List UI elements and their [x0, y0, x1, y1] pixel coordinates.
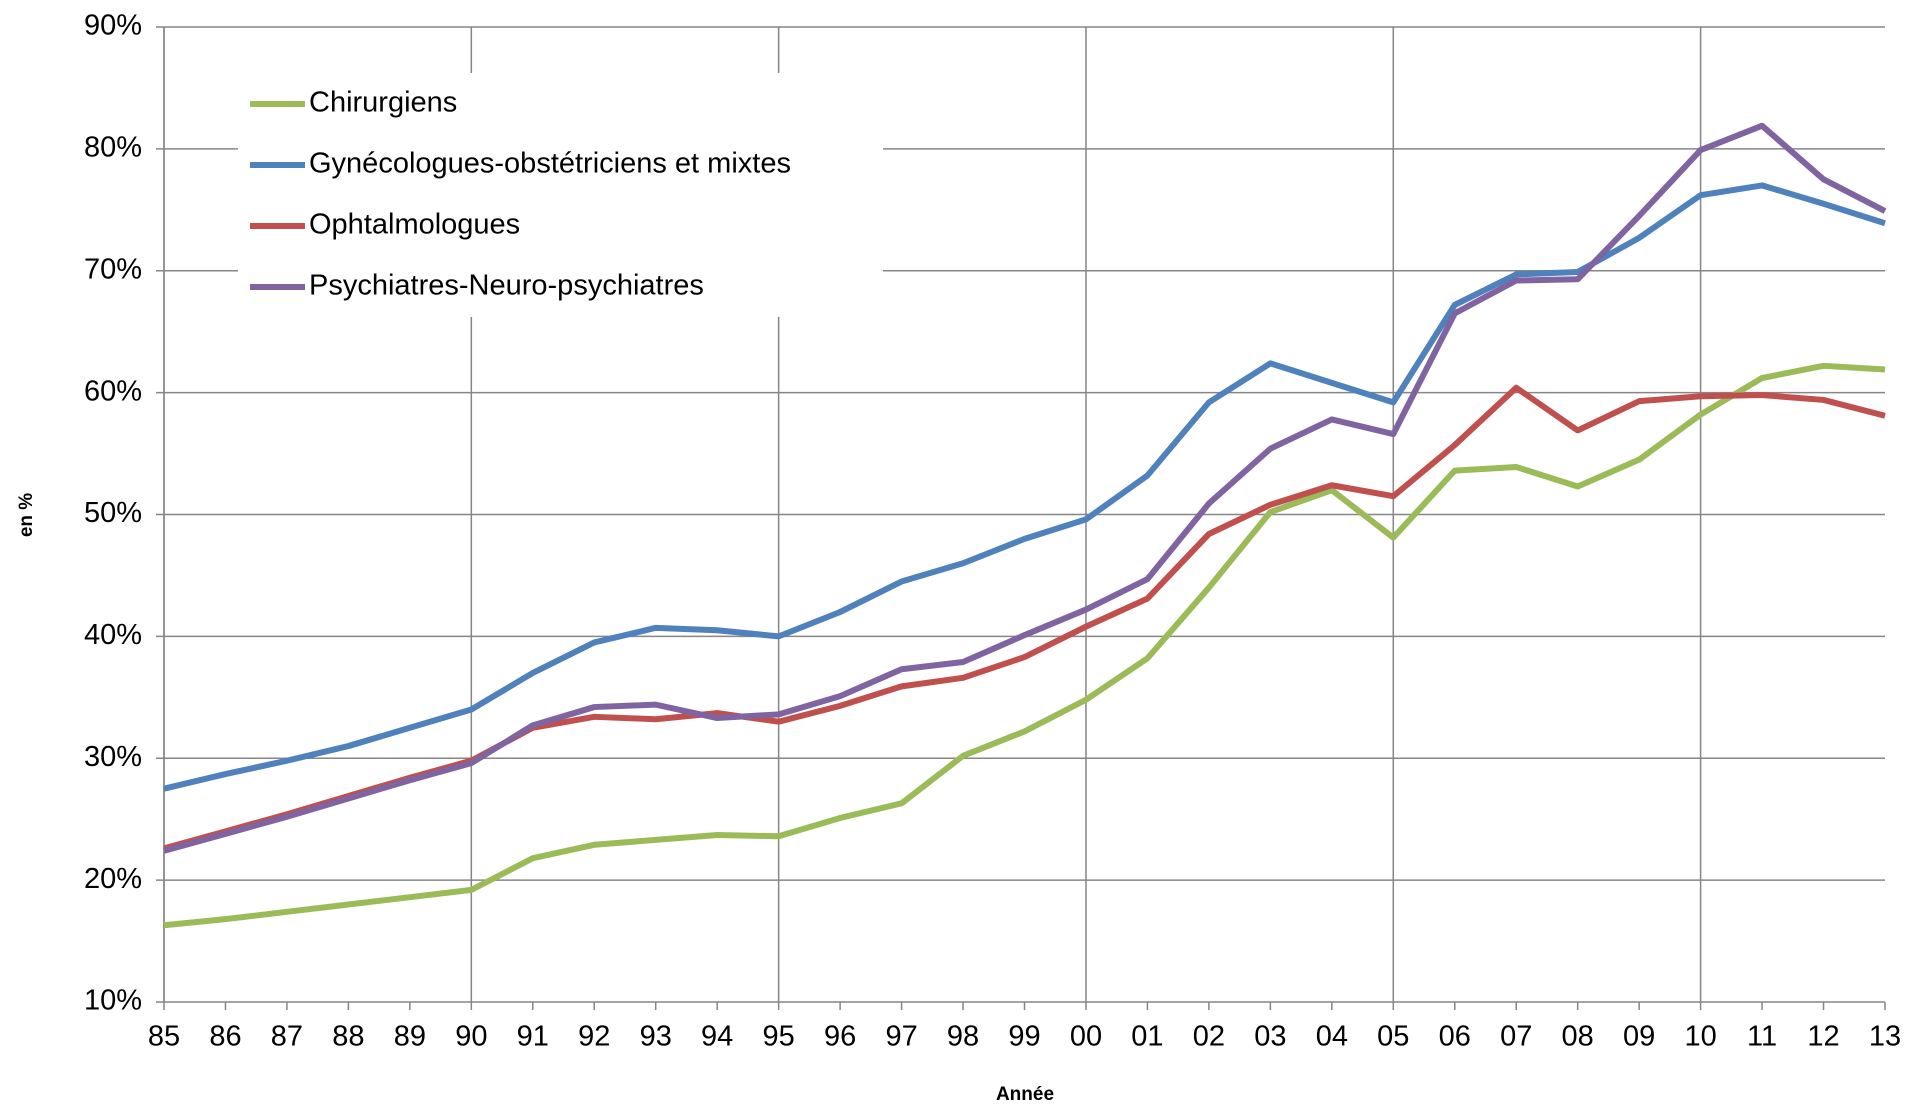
x-tick-label: 90 — [455, 1021, 487, 1053]
legend-label: Chirurgiens — [309, 87, 457, 119]
y-tick-label: 80% — [84, 132, 142, 164]
x-tick-label: 02 — [1193, 1021, 1225, 1053]
x-tick-label: 99 — [1008, 1021, 1040, 1053]
x-tick-label: 95 — [763, 1021, 795, 1053]
y-axis-title: en % — [16, 493, 37, 537]
x-axis-title: Année — [996, 1084, 1054, 1105]
x-tick-label: 00 — [1070, 1021, 1102, 1053]
legend-box — [238, 73, 883, 317]
x-tick-label: 01 — [1131, 1021, 1163, 1053]
x-tick-label: 85 — [148, 1021, 180, 1053]
x-tick-label: 06 — [1439, 1021, 1471, 1053]
x-tick-label: 89 — [394, 1021, 426, 1053]
y-tick-label: 70% — [84, 253, 142, 285]
x-tick-label: 11 — [1747, 1021, 1777, 1053]
y-tick-label: 50% — [84, 497, 142, 529]
x-tick-label: 03 — [1254, 1021, 1286, 1053]
x-tick-label: 98 — [947, 1021, 979, 1053]
x-tick-label: 91 — [517, 1021, 549, 1053]
y-tick-label: 10% — [84, 985, 142, 1017]
x-tick-label: 86 — [209, 1021, 241, 1053]
x-tick-label: 07 — [1500, 1021, 1532, 1053]
x-tick-label: 05 — [1377, 1021, 1409, 1053]
legend-label: Ophtalmologues — [309, 209, 520, 241]
legend-label: Gynécologues-obstétriciens et mixtes — [309, 148, 791, 180]
x-tick-label: 10 — [1684, 1021, 1716, 1053]
y-tick-label: 60% — [84, 375, 142, 407]
x-tick-label: 09 — [1623, 1021, 1655, 1053]
x-tick-label: 13 — [1869, 1021, 1901, 1053]
x-tick-label: 12 — [1807, 1021, 1839, 1053]
x-tick-label: 92 — [578, 1021, 610, 1053]
data-line — [163, 362, 1886, 929]
x-tick-label: 88 — [332, 1021, 364, 1053]
x-tick-label: 08 — [1562, 1021, 1594, 1053]
y-tick-label: 20% — [84, 863, 142, 895]
y-tick-label: 40% — [84, 619, 142, 651]
x-tick-label: 93 — [640, 1021, 672, 1053]
legend-label: Psychiatres-Neuro-psychiatres — [309, 270, 704, 302]
y-tick-label: 30% — [84, 741, 142, 773]
data-line — [163, 122, 1887, 854]
y-tick-label: 90% — [84, 10, 142, 42]
x-tick-label: 87 — [271, 1021, 303, 1053]
x-tick-label: 97 — [885, 1021, 917, 1053]
x-tick-label: 96 — [824, 1021, 856, 1053]
x-tick-label: 94 — [701, 1021, 733, 1053]
x-tick-label: 04 — [1316, 1021, 1348, 1053]
